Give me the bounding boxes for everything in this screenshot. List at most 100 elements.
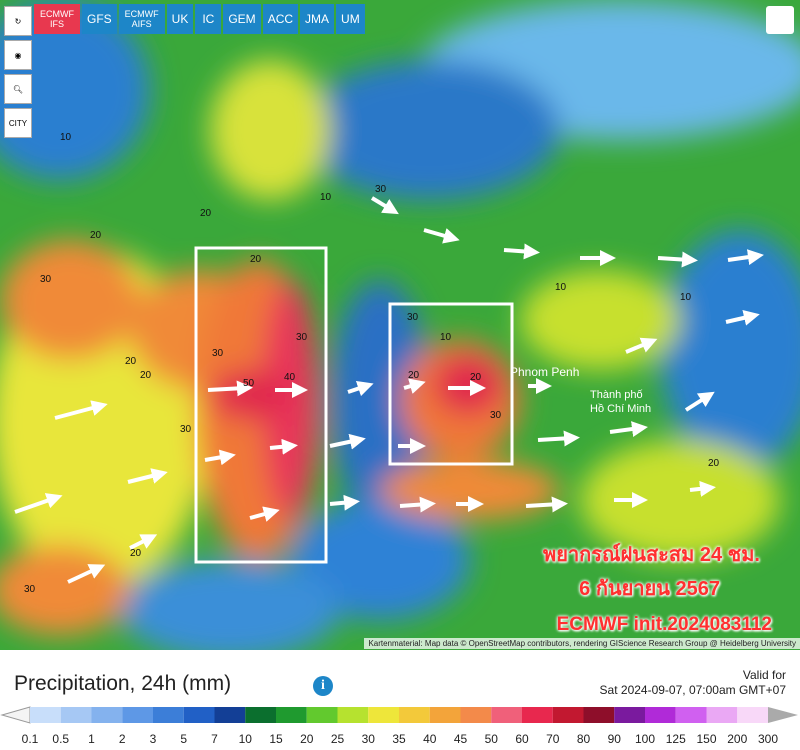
scale-swatch (368, 707, 399, 723)
scale-tick-label: 60 (515, 732, 529, 746)
model-tab[interactable]: ECMWF AIFS (118, 4, 165, 34)
wind-arrow (329, 433, 366, 450)
scale-arrow-high (768, 707, 798, 723)
contour-label: 30 (407, 312, 419, 323)
scale-swatch (399, 707, 430, 723)
wind-arrow (625, 337, 658, 354)
wind-arrow (14, 493, 63, 514)
location-button[interactable]: ◉ (4, 40, 32, 70)
scale-swatch (583, 707, 615, 723)
contour-labels: 20 30 10 20 30 20 30 50 40 30 20 30 10 30 20 30 20 10 20 10… (24, 132, 720, 595)
reload-button[interactable]: ↻ (4, 6, 32, 36)
wind-arrow (609, 421, 648, 437)
wind-arrow (525, 496, 568, 513)
contour-label: 20 (140, 370, 152, 381)
share-button[interactable] (766, 6, 794, 34)
scale-swatch (214, 707, 246, 723)
wind-arrow (67, 564, 106, 584)
scale-swatch (60, 707, 92, 723)
model-tabs: ECMWF IFS GFS ECMWF AIFS UK IC GEM ACC JMA UM (34, 4, 365, 34)
precipitation-map[interactable]: 20 30 10 20 30 20 30 50 40 30 20 30 10 30 20 30 20 10 20 10… (0, 0, 800, 650)
scale-tick-label: 200 (727, 732, 747, 746)
model-tab[interactable]: ACC (262, 4, 299, 34)
legend-title: Precipitation, 24h (mm) (14, 672, 232, 695)
scale-tick-label: 0.5 (52, 732, 69, 746)
scale-tick-label: 0.1 (22, 732, 39, 746)
contour-label: 30 (212, 348, 224, 359)
wind-arrow (129, 534, 158, 550)
wind-arrow (689, 480, 716, 497)
scale-tick-label: 1 (88, 732, 95, 746)
model-tab[interactable]: ECMWF IFS (34, 4, 80, 34)
scale-tick-label: 100 (635, 732, 655, 746)
wind-arrow (249, 506, 280, 522)
scale-swatch (522, 707, 553, 723)
scale-tick-label: 125 (666, 732, 686, 746)
wind-arrow (127, 468, 168, 484)
contour-label: 30 (180, 424, 192, 435)
scale-swatch (645, 707, 676, 723)
model-tab[interactable]: GFS (82, 4, 117, 34)
valid-time: Valid for Sat 2024-09-07, 07:00am GMT+07 (600, 668, 786, 698)
scale-swatch (153, 707, 184, 723)
scale-tick-label: 150 (696, 732, 716, 746)
scale-tick-label: 20 (300, 732, 314, 746)
model-tab[interactable]: GEM (223, 4, 261, 34)
overlay-text: 6 กันยายน 2567 (579, 578, 720, 600)
overlay-text: พยากรณ์ฝนสะสม 24 ชม. (543, 544, 760, 566)
scale-swatch (183, 707, 215, 723)
wind-arrows (14, 196, 764, 584)
scale-swatch (122, 707, 153, 723)
info-button[interactable]: i (313, 676, 333, 696)
scale-tick-label: 70 (546, 732, 560, 746)
scale-arrow-low (0, 706, 31, 724)
attribution: Kartenmaterial: Map data © OpenStreetMap… (364, 638, 800, 649)
wind-arrow (403, 378, 426, 394)
scale-swatch (91, 707, 123, 723)
model-tab[interactable]: UM (336, 4, 365, 34)
contour-label: 10 (60, 132, 72, 143)
scale-swatch (675, 707, 707, 723)
wind-arrow (204, 449, 236, 466)
scale-tick-label: 7 (211, 732, 218, 746)
contour-label: 30 (40, 274, 52, 285)
scale-swatch (491, 707, 522, 723)
scale-tick-label: 3 (150, 732, 157, 746)
scale-tick-label: 25 (331, 732, 345, 746)
scale-swatch (737, 707, 768, 723)
scale-tick-label: 300 (758, 732, 778, 746)
wind-arrow (657, 251, 698, 268)
scale-tick-label: 90 (608, 732, 622, 746)
contour-label: 20 (708, 458, 720, 469)
contour-label: 20 (408, 370, 420, 381)
scale-swatch (706, 707, 738, 723)
contour-label: 40 (284, 372, 296, 383)
scale-tick-label: 15 (269, 732, 283, 746)
model-tab[interactable]: UK (166, 4, 194, 34)
wind-arrow (370, 196, 399, 215)
scale-tick-label: 80 (577, 732, 591, 746)
model-tab[interactable]: JMA (300, 4, 335, 34)
scale-swatch (306, 707, 338, 723)
wind-arrow (54, 400, 108, 420)
wind-arrow (269, 438, 298, 455)
model-tab[interactable]: IC (195, 4, 222, 34)
wind-arrow (207, 380, 253, 397)
scale-swatch (552, 707, 584, 723)
color-scale: 0.1 0.5 1 2 3 5 7 10 15 20 25 30 35 40 45 50 60 70 80 90 100… (0, 706, 798, 746)
contour-label: 20 (90, 230, 102, 241)
scale-swatch (460, 707, 492, 723)
city-label: Phnom Penh (510, 365, 579, 379)
wind-arrow (503, 243, 540, 260)
scale-tick-label: 45 (454, 732, 468, 746)
wind-arrow (725, 310, 760, 326)
zoom-button[interactable]: 🔍︎ (4, 74, 32, 104)
contour-label: 30 (375, 184, 387, 195)
overlay-text: ECMWF init.2024083112 (556, 614, 772, 635)
wind-arrow (347, 380, 374, 397)
contour-label: 20 (250, 254, 262, 265)
wind-arrow (399, 496, 436, 513)
city-toggle[interactable]: CITY (4, 108, 32, 138)
contour-label: 30 (296, 332, 308, 343)
